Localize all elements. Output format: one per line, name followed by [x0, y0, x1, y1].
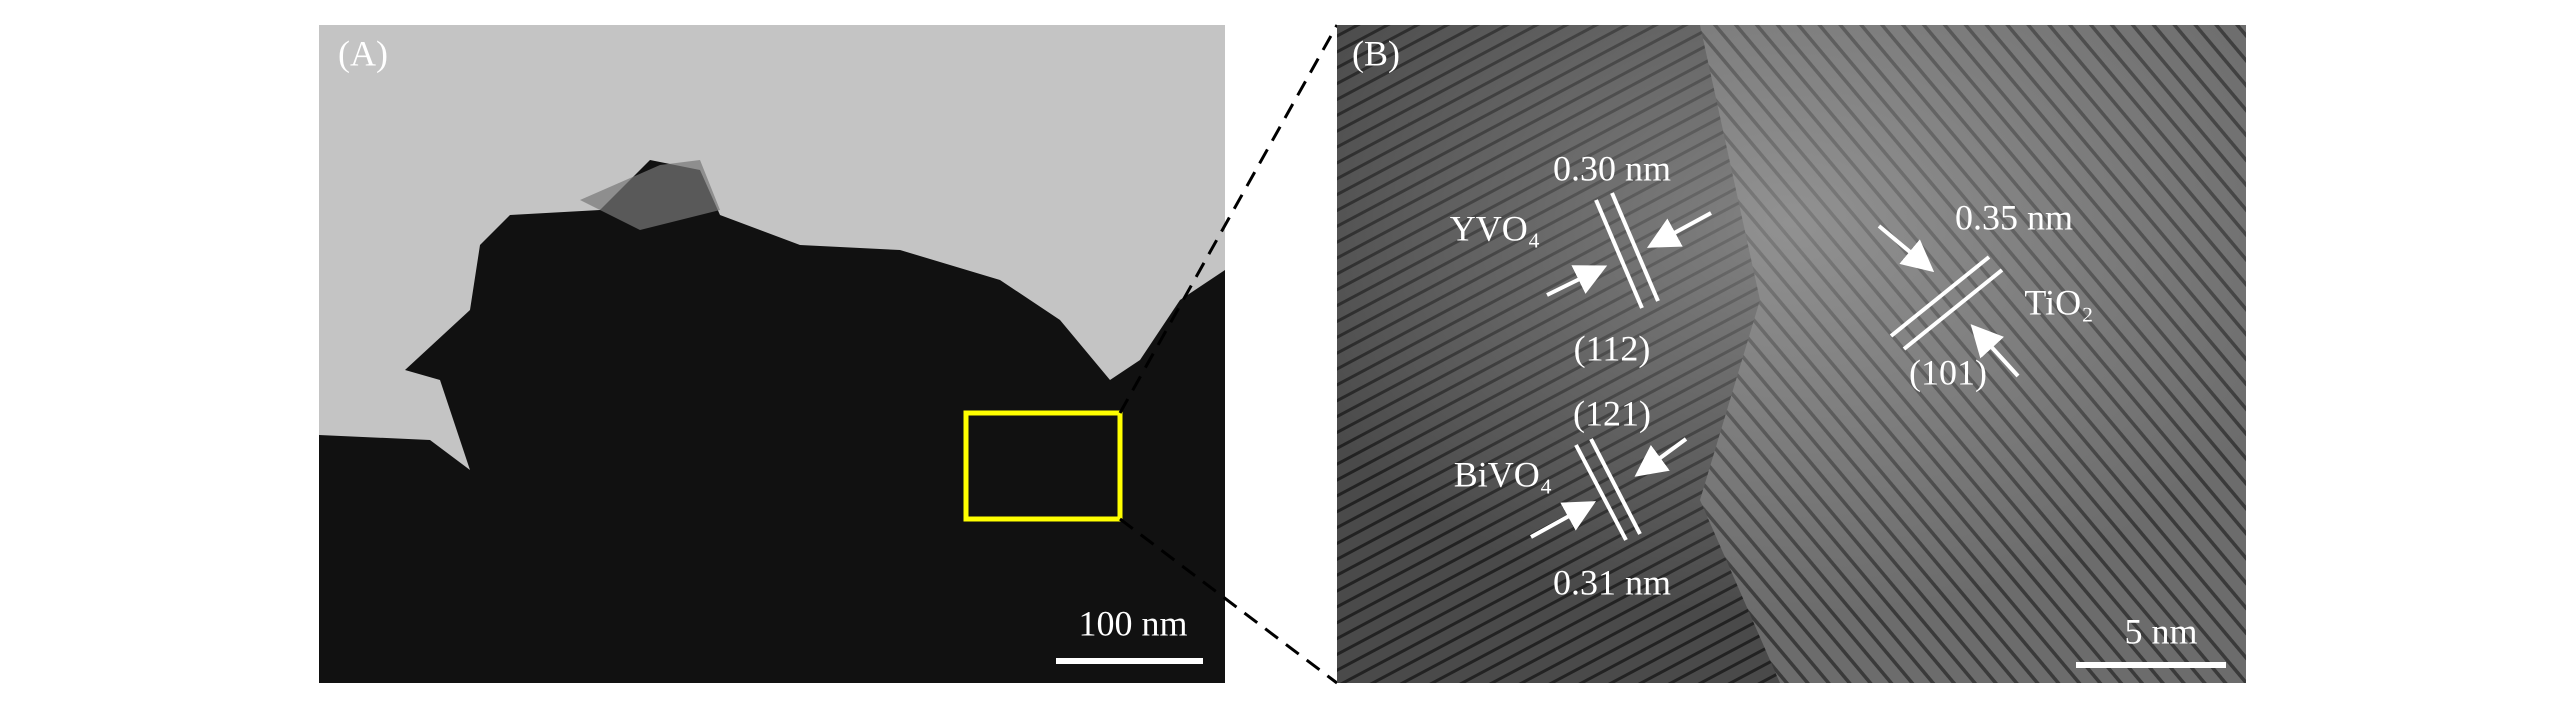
- panel-b: (B) 0.30 nm YVO₄ (112) (121) BiVO₄ 0.31 …: [1337, 25, 2246, 683]
- panel-label: (A): [338, 33, 388, 73]
- plane-label: (101): [1909, 352, 1987, 392]
- phase-label: TiO₂: [2024, 282, 2093, 322]
- phase-label: BiVO₄: [1454, 454, 1553, 494]
- zoom-connector: [1118, 24, 1339, 414]
- scale-bar-label: 5 nm: [2124, 611, 2197, 651]
- plane-label: (121): [1573, 393, 1651, 433]
- phase-label: YVO₄: [1450, 208, 1541, 248]
- zoom-box: [963, 410, 1123, 522]
- particle-mass: [319, 160, 1225, 683]
- particle-edge: [580, 160, 720, 230]
- spacing-label: 0.35 nm: [1955, 197, 2073, 237]
- spacing-label: 0.30 nm: [1553, 148, 1671, 188]
- panel-a: (A) 100 nm: [319, 25, 1225, 683]
- panel-label: (B): [1352, 33, 1400, 73]
- lattice-markers: [1530, 192, 2020, 541]
- scale-bar-label: 100 nm: [1078, 603, 1187, 643]
- spacing-label: 0.31 nm: [1553, 562, 1671, 602]
- zoom-connector: [1119, 517, 1338, 685]
- haze: [1337, 25, 2246, 683]
- plane-label: (112): [1574, 328, 1651, 368]
